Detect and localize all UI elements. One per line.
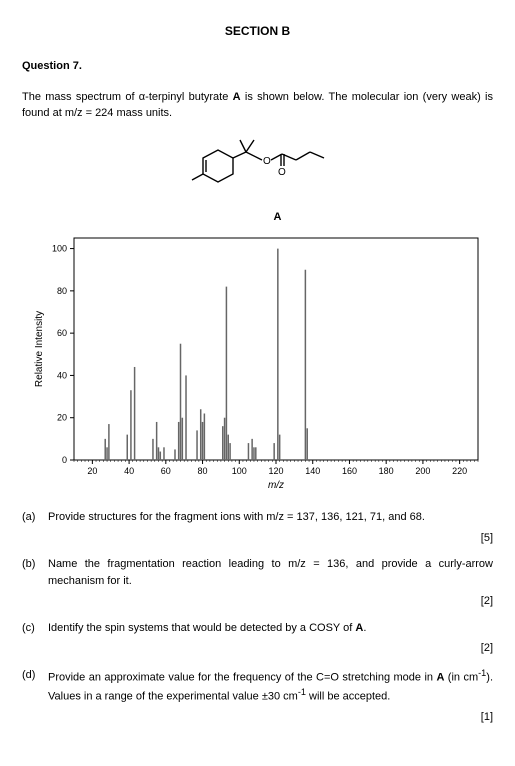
svg-text:180: 180 <box>378 466 393 476</box>
svg-text:0: 0 <box>61 455 66 465</box>
svg-text:160: 160 <box>341 466 356 476</box>
sub-question-c: (c) Identify the spin systems that would… <box>22 620 493 637</box>
structure-label: A <box>62 209 493 226</box>
sub-text: Name the fragmentation reaction leading … <box>48 556 493 589</box>
svg-text:40: 40 <box>124 466 134 476</box>
svg-text:100: 100 <box>51 243 66 253</box>
marks-b: [2] <box>22 593 493 610</box>
svg-text:20: 20 <box>87 466 97 476</box>
sub-letter: (b) <box>22 556 48 573</box>
svg-text:O: O <box>263 156 271 167</box>
svg-text:120: 120 <box>268 466 283 476</box>
sub-question-d: (d) Provide an approximate value for the… <box>22 667 493 705</box>
sub-letter: (d) <box>22 667 48 684</box>
svg-text:80: 80 <box>56 285 66 295</box>
sub-letter: (a) <box>22 509 48 526</box>
molecule-structure: O O <box>22 130 493 208</box>
svg-text:80: 80 <box>197 466 207 476</box>
sub-text: Identify the spin systems that would be … <box>48 620 493 637</box>
sub-question-a: (a) Provide structures for the fragment … <box>22 509 493 526</box>
sub-question-b: (b) Name the fragmentation reaction lead… <box>22 556 493 589</box>
sub-letter: (c) <box>22 620 48 637</box>
svg-text:20: 20 <box>56 412 66 422</box>
marks-d: [1] <box>22 709 493 726</box>
sub-text: Provide structures for the fragment ions… <box>48 509 493 526</box>
svg-text:140: 140 <box>305 466 320 476</box>
section-title: SECTION B <box>22 22 493 40</box>
svg-text:Relative Intensity: Relative Intensity <box>34 310 45 386</box>
mass-spectrum-chart: 0 20 40 60 80 100 20 40 60 80 100 120 140 160 180 200 22… <box>28 230 488 498</box>
intro-text: The mass spectrum of α-terpinyl butyrate… <box>22 89 493 122</box>
marks-a: [5] <box>22 530 493 547</box>
svg-text:m/z: m/z <box>267 480 283 491</box>
marks-c: [2] <box>22 640 493 657</box>
svg-text:O: O <box>278 167 286 178</box>
svg-text:100: 100 <box>231 466 246 476</box>
svg-text:60: 60 <box>56 328 66 338</box>
svg-text:200: 200 <box>415 466 430 476</box>
svg-text:220: 220 <box>452 466 467 476</box>
svg-text:40: 40 <box>56 370 66 380</box>
sub-text: Provide an approximate value for the fre… <box>48 667 493 705</box>
question-label: Question 7. <box>22 58 493 75</box>
svg-text:60: 60 <box>160 466 170 476</box>
